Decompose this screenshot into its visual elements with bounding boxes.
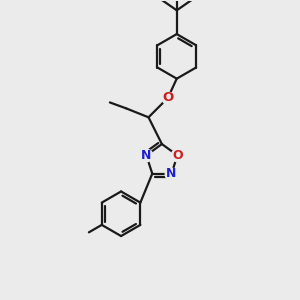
Text: O: O bbox=[172, 149, 183, 162]
Text: O: O bbox=[162, 92, 173, 104]
Text: N: N bbox=[141, 149, 152, 162]
Text: N: N bbox=[166, 167, 177, 180]
